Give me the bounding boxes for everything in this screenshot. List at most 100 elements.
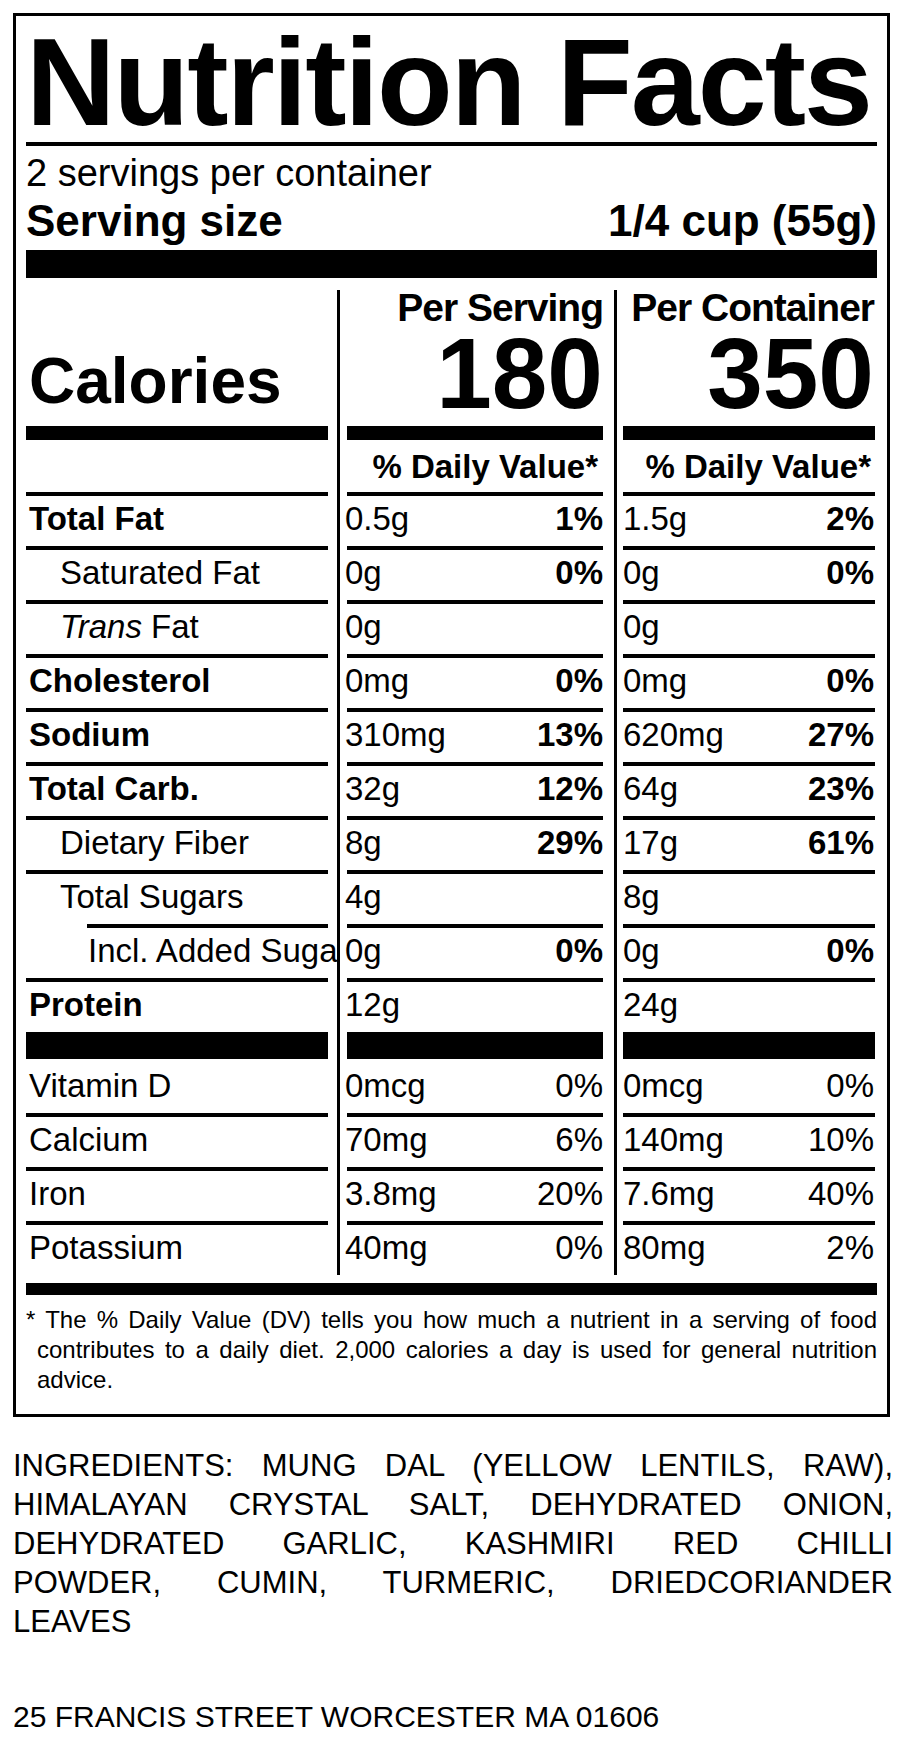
nutrient-row-dietary-fiber: Dietary Fiber 8g29% 17g61% — [26, 816, 877, 870]
daily-value-header-row: % Daily Value* % Daily Value* — [26, 442, 877, 492]
nutrient-dv: 12% — [537, 770, 603, 808]
nutrient-label: Vitamin D — [29, 1067, 171, 1105]
nutrient-label: Protein — [29, 986, 143, 1024]
nutrient-amount: 0g — [623, 608, 660, 646]
nutrient-amount: 40mg — [345, 1229, 428, 1267]
nutrient-amount: 0g — [345, 932, 382, 970]
nutrient-amount: 64g — [623, 770, 678, 808]
nutrient-label: Iron — [29, 1175, 86, 1213]
serving-size-row: Serving size 1/4 cup (55g) — [26, 196, 877, 246]
daily-value-footnote: * The % Daily Value (DV) tells you how m… — [26, 1305, 877, 1395]
nutrition-label-page: Nutrition Facts 2 servings per container… — [0, 0, 906, 1744]
thick-separator-bar — [26, 250, 877, 278]
nutrient-row-sodium: Sodium 310mg13% 620mg27% — [26, 708, 877, 762]
nutrient-dv: 2% — [826, 1229, 874, 1267]
nutrient-dv: 2% — [826, 500, 874, 538]
nutrient-dv: 13% — [537, 716, 603, 754]
nutrient-label: Saturated Fat — [29, 554, 260, 592]
nutrient-dv: 0% — [555, 554, 603, 592]
manufacturer-address: 25 FRANCIS STREET WORCESTER MA 01606 — [13, 1700, 659, 1734]
nutrition-facts-title: Nutrition Facts — [26, 26, 877, 138]
ingredients-line: HIMALAYAN CRYSTAL SALT, DEHYDRATED ONION… — [13, 1485, 893, 1524]
nutrient-row-protein: Protein 12g 24g — [26, 978, 877, 1032]
nutrient-amount: 0g — [623, 932, 660, 970]
nutrient-dv: 0% — [555, 662, 603, 700]
calories-per-container: 350 — [707, 330, 874, 416]
dv-header-serving: % Daily Value* — [372, 448, 598, 486]
nutrient-amount: 0g — [623, 554, 660, 592]
micronutrient-row-vitamin-d: Vitamin D 0mcg 0% 0mcg 0% — [26, 1059, 877, 1113]
calories-underline-row — [26, 416, 877, 442]
nutrient-dv: 27% — [808, 716, 874, 754]
nutrient-amount: 1.5g — [623, 500, 687, 538]
nutrient-label: Total Carb. — [29, 770, 199, 808]
nutrient-dv: 10% — [808, 1121, 874, 1159]
nutrient-dv: 1% — [555, 500, 603, 538]
micronutrient-row-iron: Iron 3.8mg20% 7.6mg40% — [26, 1167, 877, 1221]
nutrient-amount: 70mg — [345, 1121, 428, 1159]
mid-bar — [26, 1032, 328, 1059]
mid-bar — [347, 1032, 603, 1059]
serving-size-label: Serving size — [26, 196, 283, 246]
nutrient-amount: 0mg — [623, 662, 687, 700]
nutrient-amount: 310mg — [345, 716, 446, 754]
nutrient-dv: 20% — [537, 1175, 603, 1213]
footnote-line: advice. — [26, 1365, 877, 1395]
nutrient-amount: 17g — [623, 824, 678, 862]
nutrient-dv: 23% — [808, 770, 874, 808]
nutrient-label: Dietary Fiber — [29, 824, 249, 862]
nutrient-dv: 0% — [826, 554, 874, 592]
nutrient-row-total-sugars: Total Sugars 4g 8g — [26, 870, 877, 924]
ingredients-line: DEHYDRATED GARLIC, KASHMIRI RED CHILLI — [13, 1524, 893, 1563]
nutrition-facts-panel: Nutrition Facts 2 servings per container… — [13, 13, 890, 1417]
nutrient-label: Total Fat — [29, 500, 164, 538]
ingredients-line: POWDER, CUMIN, TURMERIC, DRIEDCORIANDER — [13, 1563, 893, 1602]
nutrient-label: Total Sugars — [29, 878, 243, 916]
serving-size-value: 1/4 cup (55g) — [608, 196, 877, 246]
nutrient-amount: 0.5g — [345, 500, 409, 538]
nutrient-label: Potassium — [29, 1229, 183, 1267]
micronutrient-row-potassium: Potassium 40mg0% 80mg2% — [26, 1221, 877, 1275]
nutrient-amount: 8g — [623, 878, 660, 916]
nutrient-dv: 0% — [555, 1067, 603, 1105]
nutrient-amount: 12g — [345, 986, 400, 1024]
nutrient-amount: 4g — [345, 878, 382, 916]
nutrient-dv: 0% — [826, 932, 874, 970]
footnote-line: * The % Daily Value (DV) tells you how m… — [26, 1305, 877, 1335]
ingredients-line: INGREDIENTS: MUNG DAL (YELLOW LENTILS, R… — [13, 1446, 893, 1485]
ingredients-line: LEAVES — [13, 1602, 893, 1641]
nutrient-amount: 0mcg — [345, 1067, 426, 1105]
nutrient-amount: 8g — [345, 824, 382, 862]
nutrient-dv: 0% — [826, 1067, 874, 1105]
nutrient-dv: 0% — [826, 662, 874, 700]
nutrient-amount: 0g — [345, 554, 382, 592]
medium-bar — [623, 426, 875, 440]
nutrient-dv: 6% — [555, 1121, 603, 1159]
nutrient-amount: 24g — [623, 986, 678, 1024]
nutrient-label-italic: Trans — [60, 608, 142, 645]
nutrient-amount: 620mg — [623, 716, 724, 754]
calories-per-serving: 180 — [436, 330, 603, 416]
mid-bar — [623, 1032, 875, 1059]
nutrient-row-total-fat: Total Fat 0.5g 1% 1.5g 2% — [26, 492, 877, 546]
nutrient-dv: 0% — [555, 1229, 603, 1267]
nutrient-row-cholesterol: Cholesterol 0mg 0% 0mg 0% — [26, 654, 877, 708]
nutrient-amount: 0mg — [345, 662, 409, 700]
nutrient-amount: 0mcg — [623, 1067, 704, 1105]
nutrient-row-total-carb: Total Carb. 32g12% 64g23% — [26, 762, 877, 816]
nutrient-amount: 0g — [345, 608, 382, 646]
nutrient-amount: 140mg — [623, 1121, 724, 1159]
nutrient-label: Calcium — [29, 1121, 148, 1159]
servings-per-container: 2 servings per container — [26, 150, 877, 196]
nutrient-row-saturated-fat: Saturated Fat 0g 0% 0g 0% — [26, 546, 877, 600]
nutrient-dv: 61% — [808, 824, 874, 862]
calories-label: Calories — [29, 350, 282, 412]
calories-row: Calories Per Serving 180 Per Container 3… — [26, 290, 877, 416]
micronutrient-row-calcium: Calcium 70mg 6% 140mg 10% — [26, 1113, 877, 1167]
nutrient-label: Cholesterol — [29, 662, 211, 700]
medium-bar — [347, 426, 603, 440]
nutrient-dv: 40% — [808, 1175, 874, 1213]
ingredients-paragraph: INGREDIENTS: MUNG DAL (YELLOW LENTILS, R… — [13, 1446, 893, 1641]
footnote-line: contributes to a daily diet. 2,000 calor… — [26, 1335, 877, 1365]
nutrient-amount: 3.8mg — [345, 1175, 437, 1213]
